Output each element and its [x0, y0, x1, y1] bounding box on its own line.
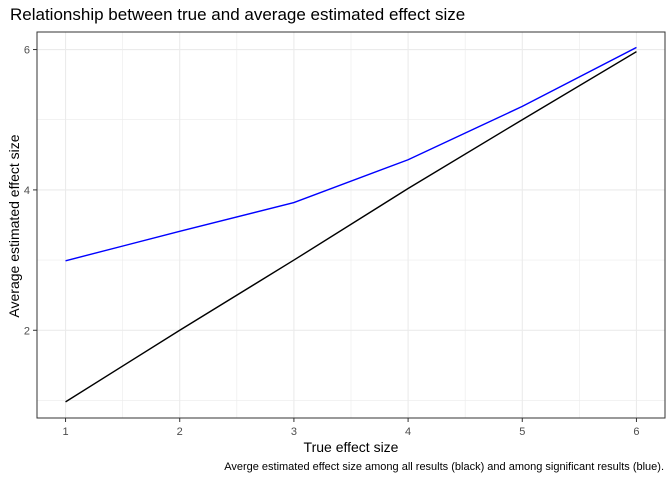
x-tick-label: 4 — [405, 426, 411, 438]
y-tick-label: 6 — [24, 45, 30, 57]
y-tick-label: 2 — [24, 325, 30, 337]
y-axis-title: Average estimated effect size — [6, 134, 22, 317]
y-axis: 2 4 6 — [24, 45, 37, 337]
x-tick-label: 6 — [633, 426, 639, 438]
panel-border — [36, 31, 666, 419]
series-line-1 — [65, 51, 637, 403]
y-tick-label: 4 — [24, 185, 30, 197]
x-tick-label: 3 — [291, 426, 297, 438]
x-axis: 1 2 3 4 5 6 — [62, 418, 640, 438]
x-tick-label: 1 — [62, 426, 68, 438]
chart-title: Relationship between true and average es… — [10, 5, 465, 24]
major-grid — [37, 32, 665, 418]
x-tick-label: 2 — [177, 426, 183, 438]
series-layer — [65, 46, 637, 403]
x-axis-title: True effect size — [304, 439, 399, 455]
chart-caption: Averge estimated effect size among all r… — [224, 461, 664, 473]
x-tick-label: 5 — [519, 426, 525, 438]
series-line-2 — [65, 46, 637, 262]
